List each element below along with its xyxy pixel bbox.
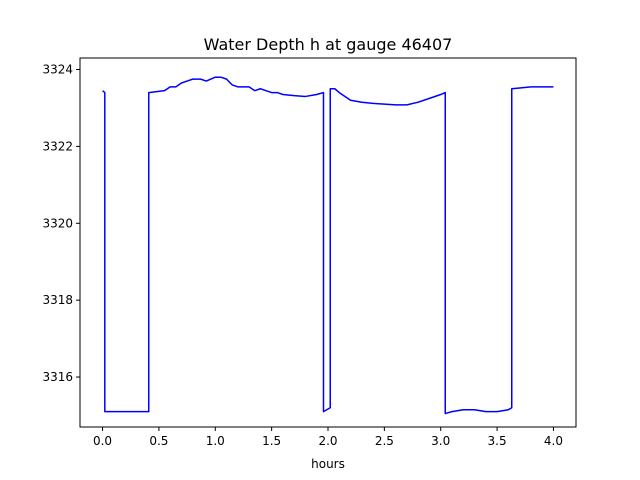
plot-area: [79, 57, 577, 428]
x-tick-label: 2.5: [375, 434, 394, 448]
x-tick-label: 0.0: [93, 434, 112, 448]
y-tick-label: 3316: [42, 370, 73, 384]
y-tick-label: 3322: [42, 139, 73, 153]
y-tick-label: 3324: [42, 63, 73, 77]
y-axis-ticks: 3316 3318 3320 3322 3324: [42, 63, 80, 384]
chart-title: Water Depth h at gauge 46407: [204, 35, 453, 54]
x-tick-label: 3.0: [431, 434, 450, 448]
x-tick-label: 1.0: [206, 434, 225, 448]
x-axis-ticks: 0.0 0.5 1.0 1.5 2.0 2.5 3.0 3.5 4.0: [93, 427, 563, 448]
x-tick-label: 4.0: [544, 434, 563, 448]
y-tick-label: 3318: [42, 293, 73, 307]
x-tick-label: 1.5: [262, 434, 281, 448]
x-tick-label: 2.0: [318, 434, 337, 448]
plot-frame: [79, 57, 577, 428]
series-line-1: [102, 76, 554, 415]
y-tick-label: 3320: [42, 216, 73, 230]
x-axis-label: hours: [311, 457, 345, 471]
x-tick-label: 3.5: [488, 434, 507, 448]
x-tick-label: 0.5: [149, 434, 168, 448]
